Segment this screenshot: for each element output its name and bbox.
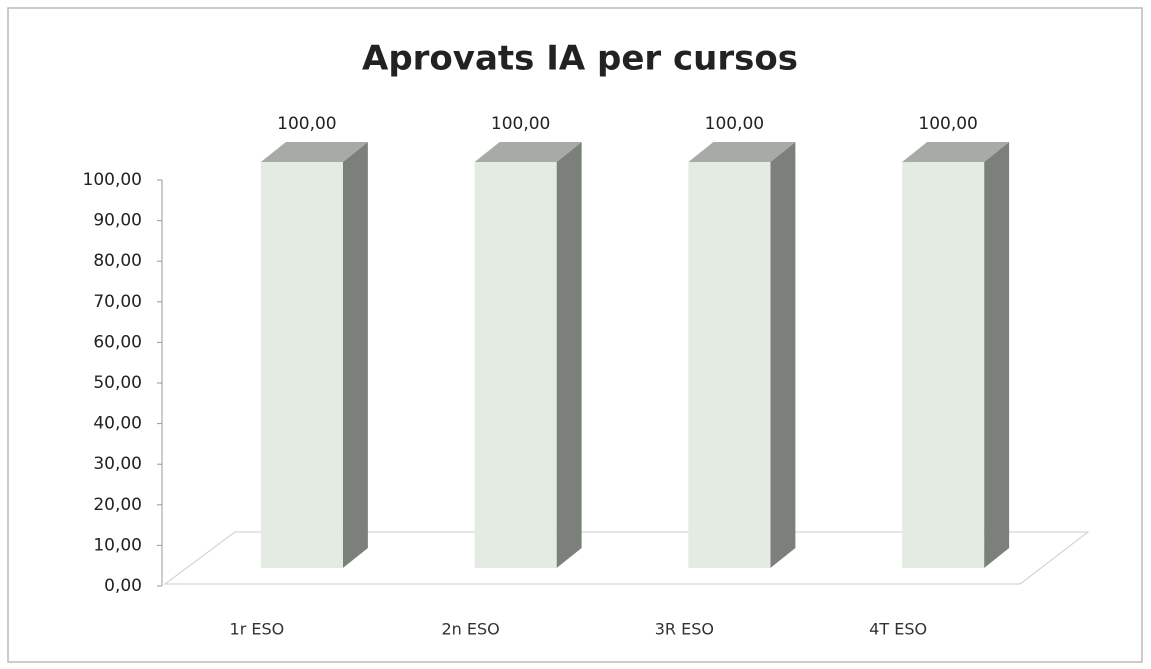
bar xyxy=(688,142,796,568)
y-tick-label: 50,00 xyxy=(93,373,142,393)
value-label: 100,00 xyxy=(277,114,336,134)
bar-front xyxy=(688,162,771,568)
x-tick-label: 3R ESO xyxy=(655,620,714,639)
y-tick-label: 20,00 xyxy=(93,495,142,515)
value-label: 100,00 xyxy=(705,114,764,134)
y-tick-label: 60,00 xyxy=(93,332,142,352)
value-label: 100,00 xyxy=(918,114,977,134)
value-label: 100,00 xyxy=(491,114,550,134)
y-tick-label: 90,00 xyxy=(93,211,142,231)
bar-front xyxy=(474,162,557,568)
bar-top xyxy=(902,142,1010,162)
x-tick-label: 1r ESO xyxy=(230,620,285,639)
bar-side xyxy=(556,142,582,568)
bar-front xyxy=(902,162,985,568)
y-tick-label: 100,00 xyxy=(83,170,142,190)
y-tick-label: 10,00 xyxy=(93,535,142,555)
y-tick-label: 70,00 xyxy=(93,292,142,312)
x-tick-label: 4T ESO xyxy=(869,620,927,639)
bar xyxy=(260,142,368,568)
chart-title: Aprovats IA per cursos xyxy=(362,39,798,79)
floor xyxy=(163,531,1090,585)
y-tick-label: 80,00 xyxy=(93,251,142,271)
y-tick-label: 0,00 xyxy=(104,576,142,596)
bar-side xyxy=(984,142,1010,568)
bar-top xyxy=(688,142,796,162)
bar xyxy=(902,142,1010,568)
y-tick-label: 40,00 xyxy=(93,414,142,434)
bar-front xyxy=(260,162,343,568)
bar-side xyxy=(770,142,796,568)
bar xyxy=(474,142,582,568)
y-tick-label: 30,00 xyxy=(93,454,142,474)
x-tick-label: 2n ESO xyxy=(441,620,499,639)
bar-top xyxy=(260,142,368,162)
bar-side xyxy=(342,142,368,568)
bar-top xyxy=(474,142,582,162)
